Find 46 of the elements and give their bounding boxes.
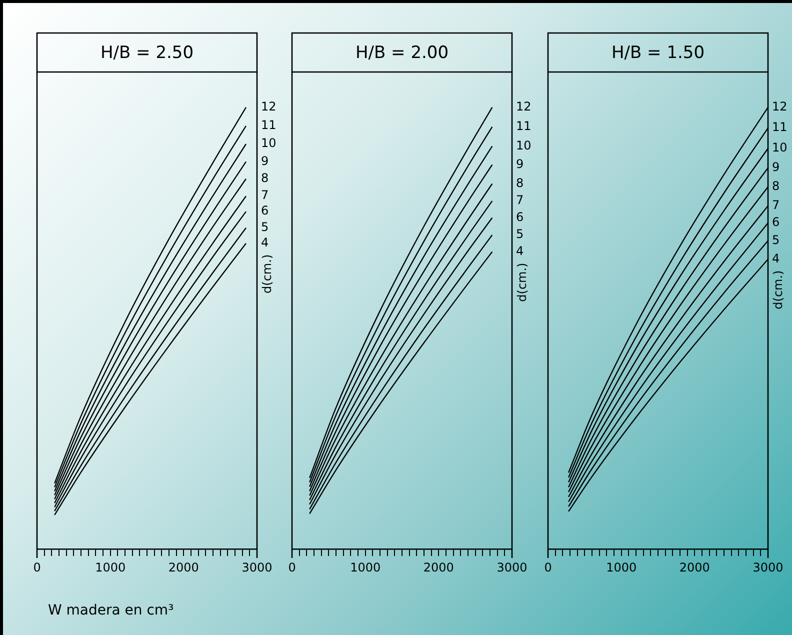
series-label: 7 [772,198,780,212]
series-label: 8 [261,171,269,186]
x-tick-label: 0 [544,560,552,574]
x-tick-label: 1000 [606,560,637,574]
series-label: 4 [772,251,780,266]
series-label: 9 [261,154,269,168]
x-tick-label: 0 [33,560,41,574]
x-tick-label: 3000 [752,560,784,574]
chart-title: H/B = 2.50 [100,42,194,63]
legend-title: d(cm.) [771,270,786,310]
series-label: 6 [516,210,524,224]
series-label: 12 [261,99,276,114]
series-label: 6 [772,215,780,230]
chart-title: H/B = 2.00 [355,42,449,63]
legend-title: d(cm.) [515,262,530,302]
series-label: 6 [261,204,269,218]
series-label: 11 [772,120,788,134]
series-label: 11 [261,118,276,132]
x-tick-label: 0 [288,560,296,574]
series-label: 10 [516,138,532,152]
series-label: 9 [516,156,524,171]
series-label: 11 [516,118,532,133]
x-tick-label: 1000 [95,560,126,574]
x-axis-title: W madera en cm³ [48,602,174,619]
series-label: 7 [516,193,524,208]
x-tick-label: 1000 [350,560,381,574]
x-tick-label: 2000 [679,560,710,574]
series-label: 12 [772,99,788,114]
series-label: 9 [772,160,780,174]
series-label: 4 [261,235,269,250]
series-label: 5 [772,232,780,247]
x-tick-label: 3000 [496,560,528,574]
legend-title: d(cm.) [260,254,274,294]
series-label: 4 [516,244,524,258]
x-tick-label: 2000 [423,560,454,574]
x-tick-label: 3000 [242,560,272,574]
series-label: 7 [261,188,269,202]
series-label: 5 [516,227,524,242]
series-label: 10 [772,140,788,155]
series-label: 10 [261,136,276,150]
series-label: 8 [516,176,524,190]
series-label: 5 [261,220,269,234]
series-label: 12 [516,99,532,114]
chart-title: H/B = 1.50 [611,42,705,63]
series-label: 8 [772,178,780,193]
x-tick-label: 2000 [168,560,199,574]
